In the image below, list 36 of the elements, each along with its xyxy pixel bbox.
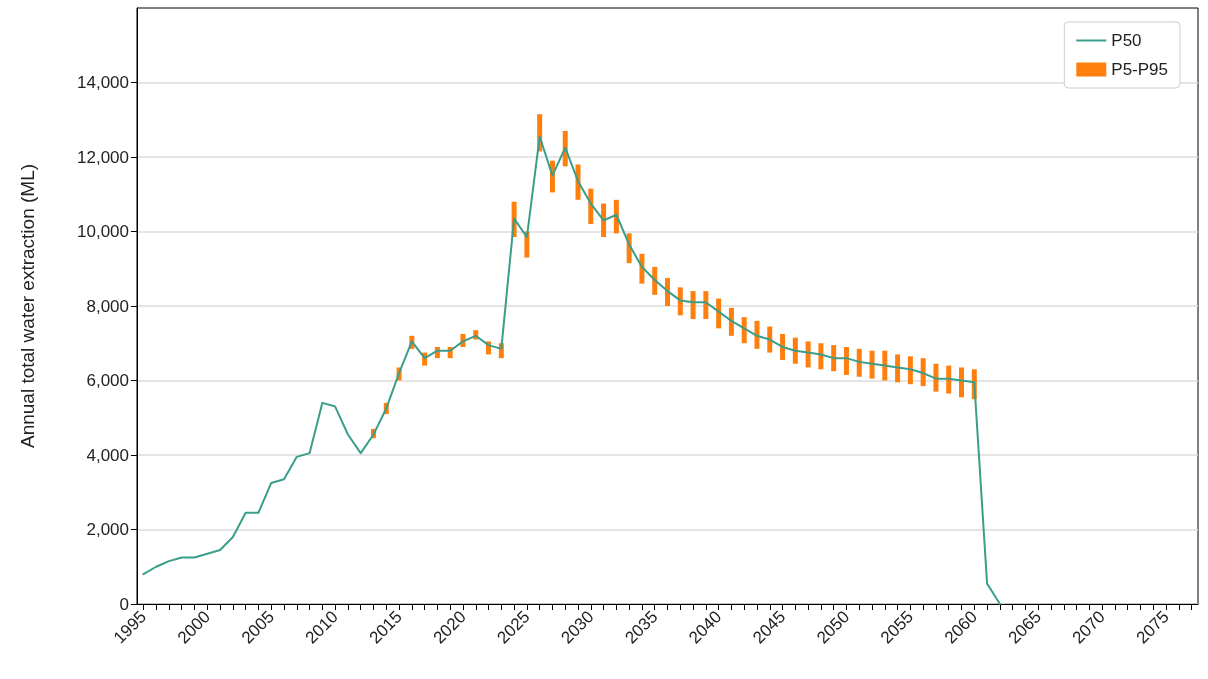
bar [703,291,709,320]
y-tick-label: 14,000 [77,73,129,92]
y-tick-label: 0 [119,594,129,614]
bar [690,291,696,320]
bar [728,307,734,336]
bar [959,367,965,398]
bar [767,326,773,353]
bar [818,343,824,370]
bar [920,358,926,387]
bar [601,203,607,238]
bar [754,320,760,349]
y-axis-title: Annual total water extraction (ML) [17,163,38,449]
y-tick-label: 10,000 [77,222,129,241]
y-tick-label: 4,000 [86,445,129,465]
y-tick-label: 8,000 [86,296,129,316]
legend-label: P50 [1111,31,1142,50]
legend-label: P5-P95 [1111,60,1168,79]
bar [933,363,939,392]
bar [792,337,798,364]
bar [882,350,888,381]
bar [843,346,849,375]
bar [741,317,747,344]
y-tick-label: 6,000 [86,371,129,390]
bar [946,365,952,394]
bar [869,350,875,379]
bar [716,298,722,329]
bar [805,341,811,368]
bar [856,348,862,377]
bar [677,287,683,316]
y-tick-label: 2,000 [86,520,129,539]
bar [831,345,837,372]
bar [665,278,670,306]
y-tick-label: 12,000 [77,147,129,167]
line-series [142,135,1001,605]
bar [895,354,901,383]
bar [907,356,913,385]
